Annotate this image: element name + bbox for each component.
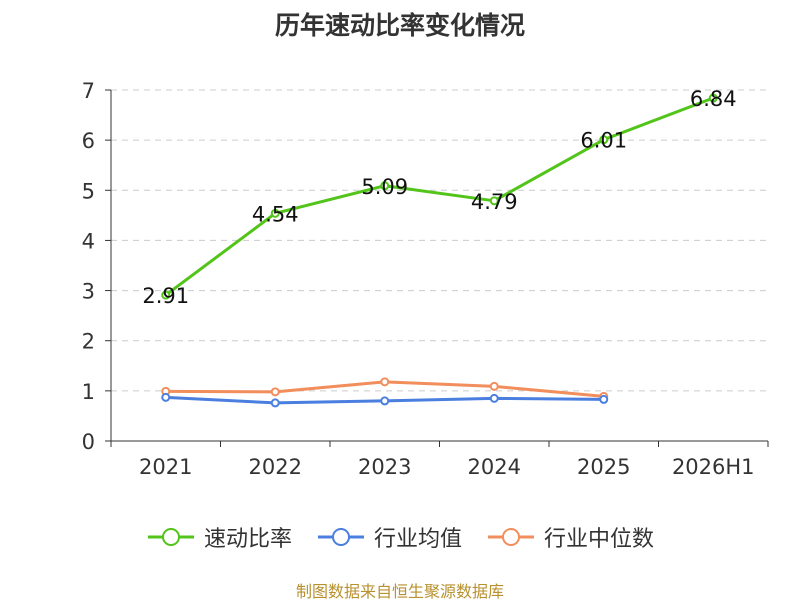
- data-point: [599, 394, 609, 404]
- data-label: 2.91: [142, 284, 189, 308]
- data-point: [708, 93, 718, 103]
- x-tick-label: 2025: [577, 455, 630, 479]
- data-point: [161, 392, 171, 402]
- data-point: [380, 377, 390, 387]
- legend-label: 行业中位数: [544, 527, 655, 552]
- y-tick-label: 0: [82, 430, 95, 454]
- legend-item[interactable]: 速动比率: [146, 521, 292, 553]
- data-point: [489, 381, 499, 391]
- data-point: [270, 398, 280, 408]
- data-point: [380, 181, 390, 191]
- y-tick-label: 3: [82, 280, 95, 304]
- chart-legend: 速动比率 行业均值 行业中位数: [0, 521, 800, 553]
- data-point: [161, 290, 171, 300]
- data-point: [599, 135, 609, 145]
- legend-swatch-icon: [317, 528, 364, 546]
- legend-label: 行业均值: [373, 527, 462, 552]
- data-point: [489, 196, 499, 206]
- x-tick-label: 2024: [468, 455, 521, 479]
- data-point: [489, 393, 499, 403]
- y-tick-label: 6: [82, 129, 95, 153]
- chart-title: 历年速动比率变化情况: [274, 11, 525, 40]
- legend-item[interactable]: 行业均值: [316, 521, 462, 553]
- data-point: [380, 396, 390, 406]
- x-tick-label: 2021: [139, 455, 192, 479]
- y-tick-label: 1: [82, 380, 95, 404]
- data-label: 6.84: [690, 87, 737, 111]
- data-label: 5.09: [361, 175, 408, 199]
- data-point: [270, 387, 280, 397]
- legend-item[interactable]: 行业中位数: [486, 521, 654, 553]
- data-point: [270, 208, 280, 218]
- series-line: [164, 96, 714, 297]
- y-tick-label: 7: [82, 79, 95, 103]
- x-tick-label: 2026H1: [672, 455, 755, 479]
- data-label: 4.79: [471, 190, 518, 214]
- legend-swatch-icon: [488, 528, 534, 546]
- legend-swatch-marker: [331, 528, 350, 546]
- legend-swatch-marker: [502, 528, 520, 546]
- data-label: 6.01: [580, 129, 627, 153]
- x-tick-label: 2022: [249, 455, 302, 479]
- legend-swatch-icon: [147, 528, 194, 546]
- x-tick-label: 2023: [358, 455, 411, 479]
- legend-swatch-marker: [161, 528, 180, 546]
- y-tick-label: 2: [82, 330, 95, 354]
- legend-label: 速动比率: [203, 527, 292, 552]
- y-tick-label: 4: [82, 229, 95, 253]
- data-label: 4.54: [252, 202, 299, 226]
- source-note: 制图数据来自恒生聚源数据库: [295, 582, 504, 601]
- y-tick-label: 5: [82, 179, 95, 203]
